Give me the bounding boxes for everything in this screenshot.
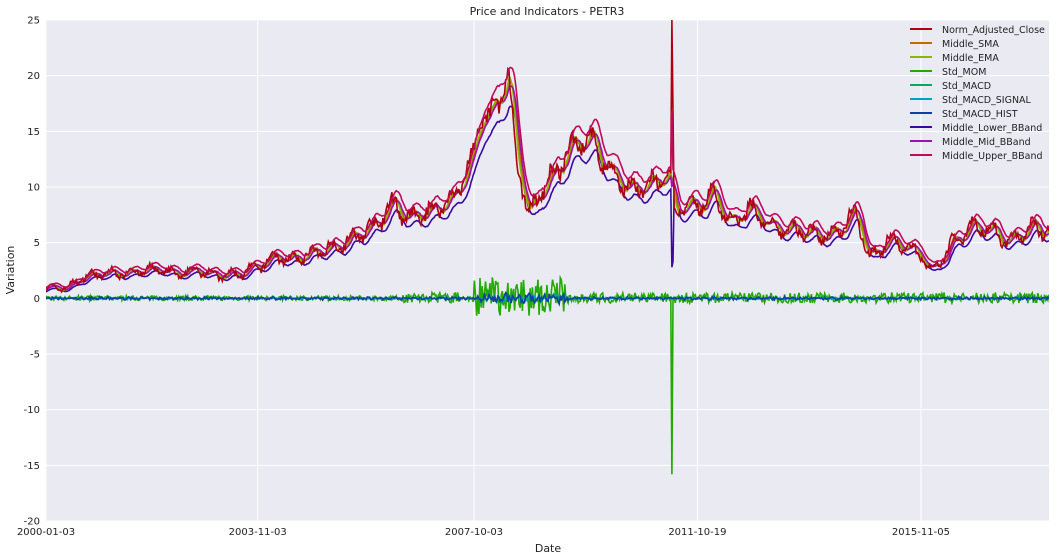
- x-tick-label: 2007-10-03: [445, 527, 503, 538]
- y-tick-label: 20: [27, 71, 40, 82]
- legend-label: Std_MOM: [942, 67, 986, 78]
- legend-label: Norm_Adjusted_Close: [942, 25, 1045, 36]
- legend-label: Std_MACD_SIGNAL: [942, 95, 1032, 106]
- series-layer: [46, 20, 1049, 475]
- y-tick-label: -15: [24, 461, 40, 472]
- y-tick-label: -5: [30, 350, 40, 361]
- chart-title: Price and Indicators - PETR3: [470, 5, 625, 18]
- legend-label: Std_MACD_HIST: [942, 109, 1018, 120]
- y-axis-label: Variation: [4, 246, 17, 295]
- y-tick-label: 10: [27, 183, 40, 194]
- y-tick-label: 25: [27, 16, 40, 27]
- legend-label: Middle_Upper_BBand: [942, 151, 1043, 162]
- series-line-macd-hist: [46, 291, 1049, 307]
- legend: Norm_Adjusted_Close Middle_SMA Middle_EMA S…: [910, 25, 1045, 162]
- x-tick-labels: 2000-01-03 2003-11-03 2007-10-03 2011-10-19…: [17, 527, 950, 538]
- legend-label: Std_MACD: [942, 81, 991, 92]
- y-tick-label: 5: [34, 238, 40, 249]
- x-tick-label: 2015-11-05: [892, 527, 950, 538]
- legend-label: Middle_Mid_BBand: [942, 137, 1031, 148]
- series-line-bb-lower: [46, 105, 1049, 293]
- legend-label: Middle_EMA: [942, 53, 999, 64]
- plot-background: [46, 20, 1049, 521]
- x-tick-label: 2000-01-03: [17, 527, 75, 538]
- legend-label: Middle_Lower_BBand: [942, 123, 1042, 134]
- x-tick-label: 2011-10-19: [668, 527, 726, 538]
- y-tick-label: -10: [24, 405, 40, 416]
- y-tick-label: 15: [27, 127, 40, 138]
- x-axis-label: Date: [535, 542, 562, 555]
- y-tick-label: 0: [34, 294, 40, 305]
- x-tick-label: 2003-11-03: [229, 527, 287, 538]
- legend-label: Middle_SMA: [942, 39, 999, 50]
- y-tick-label: -20: [24, 517, 40, 528]
- series-line-bb-upper: [46, 66, 1049, 289]
- y-tick-labels: -20 -15 -10 -5 0 5 10 15 20 25: [24, 16, 40, 528]
